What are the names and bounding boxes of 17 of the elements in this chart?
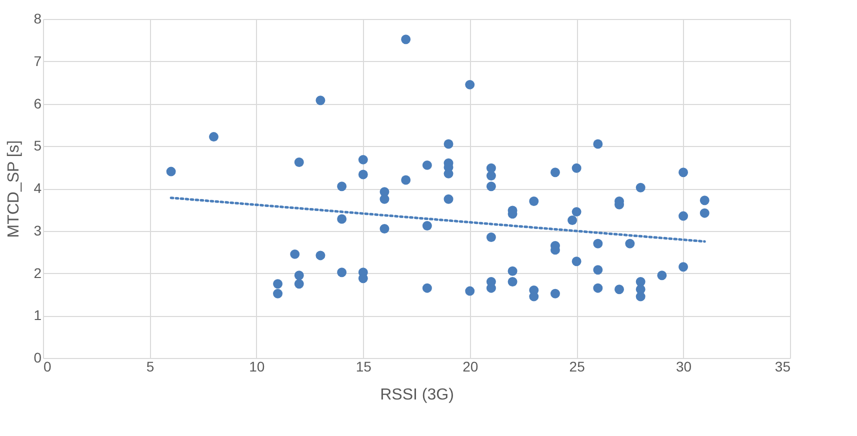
x-tick-label: 35 bbox=[774, 358, 791, 374]
x-tick-label: 20 bbox=[462, 358, 478, 374]
y-tick-label: 4 bbox=[34, 180, 42, 196]
y-tick-label: 7 bbox=[34, 52, 42, 69]
y-tick-label: 3 bbox=[34, 222, 42, 238]
y-tick-label: 1 bbox=[34, 307, 42, 324]
y-axis-title: MTCD_SP [s] bbox=[6, 140, 23, 238]
y-tick-label: 5 bbox=[34, 138, 42, 154]
x-axis-title: RSSI (3G) bbox=[380, 386, 454, 404]
x-tick-label: 5 bbox=[146, 358, 154, 374]
y-tick-label: 8 bbox=[34, 10, 42, 26]
x-tick-label: 30 bbox=[676, 358, 692, 374]
y-tick-label: 2 bbox=[34, 264, 42, 281]
x-tick-label: 25 bbox=[569, 358, 586, 374]
y-tick-label: 6 bbox=[34, 95, 42, 112]
x-tick-label: 15 bbox=[356, 358, 372, 374]
x-tick-label: 10 bbox=[249, 358, 265, 374]
